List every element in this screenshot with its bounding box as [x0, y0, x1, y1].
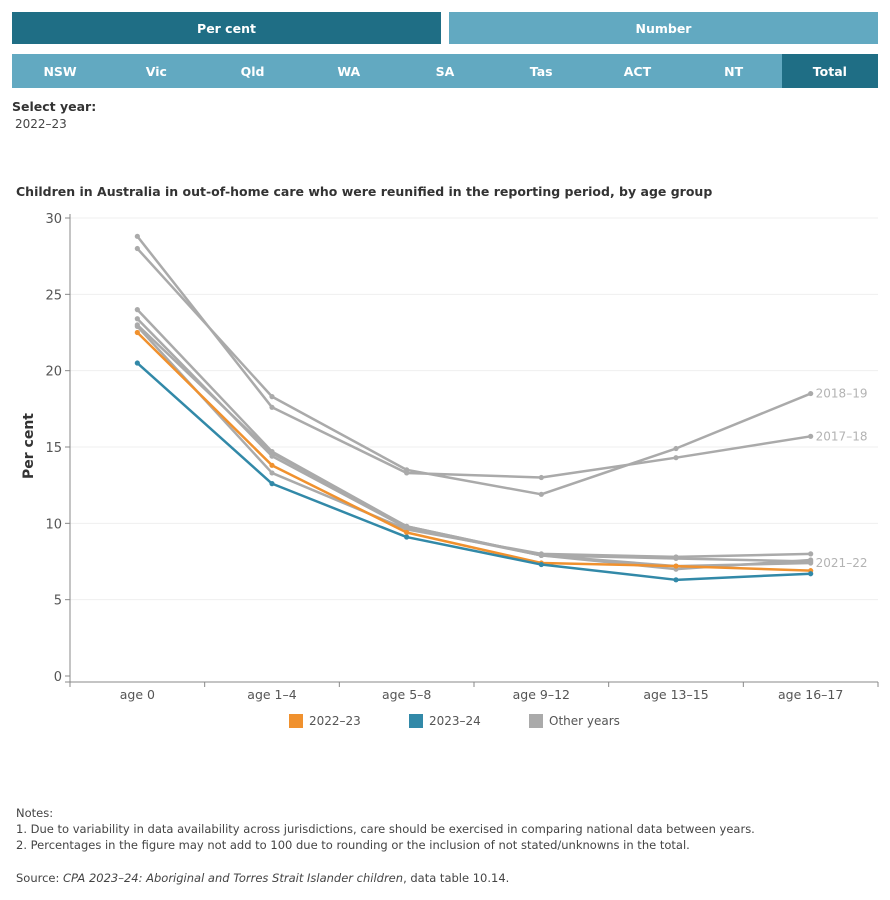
legend-label-2023-24: 2023–24	[429, 714, 481, 728]
series-line	[136, 331, 811, 572]
notes-heading: Notes:	[16, 806, 54, 820]
line-chart: 0 5 10 15 20 25 30 age 0 age 1–4 age 5–8 age 9–12 a…	[21, 212, 879, 702]
series-line	[136, 323, 811, 568]
data-point	[808, 571, 814, 577]
data-point	[673, 445, 679, 452]
jurisdiction-tabs: NSW Vic Qld WA SA Tas ACT NT Total	[12, 54, 878, 88]
y-tick-label: 15	[45, 441, 62, 456]
select-year-dropdown[interactable]: 2022–23	[15, 117, 67, 131]
data-point	[673, 563, 679, 569]
tab-nt[interactable]: NT	[685, 54, 782, 88]
y-tick-label: 20	[45, 365, 62, 380]
data-point	[538, 552, 544, 558]
chart-title-highlight: Australia	[97, 184, 161, 199]
x-tick-label: age 0	[120, 687, 155, 702]
x-tick-label: age 16–17	[778, 687, 843, 702]
chart-title-pre: Children in	[16, 184, 98, 199]
data-point	[134, 245, 140, 252]
tab-qld[interactable]: Qld	[204, 54, 301, 88]
series-line	[136, 235, 811, 479]
tab-nsw[interactable]: NSW	[12, 54, 109, 88]
y-tick-label: 30	[45, 212, 62, 227]
data-point	[269, 450, 275, 456]
data-point	[134, 316, 140, 322]
legend-item-2022-23[interactable]: 2022–23	[289, 714, 361, 728]
data-point	[808, 433, 814, 439]
tab-tas[interactable]: Tas	[493, 54, 590, 88]
series-line	[136, 317, 811, 571]
series-end-labels: 2017–18 2018–19 2021–22	[816, 387, 868, 570]
data-point	[538, 491, 544, 497]
series-line	[136, 247, 812, 496]
data-point	[269, 470, 275, 476]
data-point	[134, 322, 140, 328]
series-end-label: 2021–22	[816, 556, 868, 570]
data-point	[134, 233, 140, 239]
series-lines	[134, 233, 814, 583]
note-item: 2. Percentages in the figure may not add…	[16, 838, 690, 852]
series-end-label: 2018–19	[816, 387, 868, 401]
chart-title-post: in out-of-home care who were reunified i…	[160, 184, 713, 199]
x-tick-label: age 9–12	[513, 687, 570, 702]
number-toggle-button[interactable]: Number	[449, 12, 878, 44]
data-point	[134, 329, 140, 336]
y-tick-label: 10	[45, 517, 62, 532]
legend-label-other-years: Other years	[549, 714, 620, 728]
legend-label-2022-23: 2022–23	[309, 714, 361, 728]
series-end-label: 2017–18	[816, 429, 868, 443]
legend-item-other-years[interactable]: Other years	[529, 714, 620, 728]
tab-act[interactable]: ACT	[589, 54, 686, 88]
x-tick-label: age 1–4	[247, 687, 296, 702]
per-cent-toggle-button[interactable]: Per cent	[12, 12, 441, 44]
data-point	[269, 404, 275, 410]
y-axis-label: Per cent	[21, 413, 37, 479]
gridlines	[70, 217, 878, 601]
data-point	[673, 554, 679, 560]
tab-wa[interactable]: WA	[300, 54, 397, 88]
tab-vic[interactable]: Vic	[108, 54, 205, 88]
y-tick-label: 25	[45, 288, 62, 303]
source-title: CPA 2023–24: Aboriginal and Torres Strai…	[63, 871, 404, 885]
data-point	[134, 307, 140, 313]
data-point	[808, 390, 814, 397]
data-point	[673, 577, 679, 583]
data-point	[673, 455, 679, 461]
source-suffix: , data table 10.14.	[403, 871, 510, 885]
axes: 0 5 10 15 20 25 30 age 0 age 1–4 age 5–8 age 9–12 a…	[45, 212, 879, 702]
y-tick-label: 5	[54, 594, 62, 609]
data-point	[269, 481, 275, 487]
data-point	[404, 529, 410, 536]
data-point	[269, 462, 275, 468]
series-line	[136, 362, 811, 582]
data-point	[538, 474, 544, 481]
notes: Notes: 1. Due to variability in data ava…	[16, 805, 755, 853]
data-point	[538, 561, 544, 568]
select-year-label: Select year:	[12, 99, 97, 114]
legend-item-2023-24[interactable]: 2023–24	[409, 714, 481, 728]
data-point	[269, 394, 275, 400]
tab-total[interactable]: Total	[781, 54, 878, 88]
source: Source: CPA 2023–24: Aboriginal and Torr…	[16, 871, 509, 885]
chart-title: Children in Australia in out-of-home car…	[16, 184, 712, 199]
legend-swatch-2022-23	[289, 714, 303, 728]
y-tick-label: 0	[54, 670, 62, 685]
data-point	[134, 360, 140, 366]
data-point	[808, 560, 814, 566]
source-prefix: Source:	[16, 871, 64, 885]
x-tick-label: age 5–8	[382, 687, 431, 702]
tab-sa[interactable]: SA	[396, 54, 494, 88]
data-point	[404, 534, 410, 540]
legend-swatch-other-years	[529, 714, 543, 728]
legend-swatch-2023-24	[409, 714, 423, 728]
data-point	[404, 523, 410, 529]
note-item: 1. Due to variability in data availabili…	[16, 822, 755, 836]
data-point	[404, 467, 410, 473]
data-point	[808, 551, 814, 557]
x-tick-label: age 13–15	[643, 687, 708, 702]
